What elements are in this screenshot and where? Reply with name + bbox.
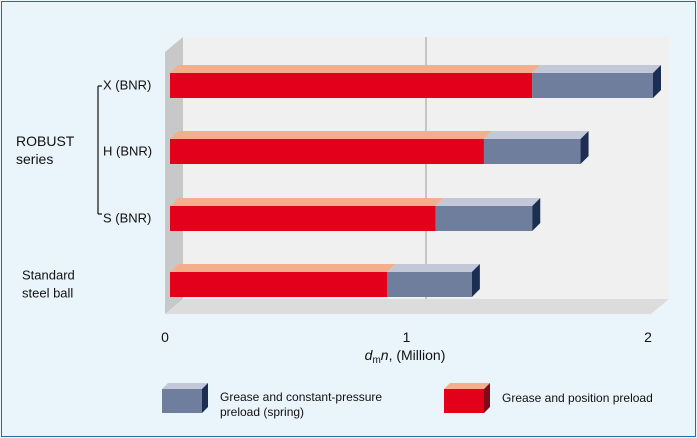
bar-top-0-1: [170, 131, 492, 139]
category-label-1: H (BNR): [103, 144, 152, 159]
legend-swatch-spring: [162, 383, 208, 413]
group-label-line2: series: [16, 151, 53, 167]
bar-0-2: [170, 206, 436, 231]
bar-top-0-0: [170, 65, 541, 73]
bar-0-0: [170, 73, 533, 98]
bar-top-1-2: [435, 198, 541, 206]
bar-top-1-1: [483, 131, 589, 139]
bar-top-0-2: [170, 198, 444, 206]
x-tick-label-0: 0: [161, 329, 169, 345]
bar-side-0: [653, 65, 661, 98]
category-labels: X (BNR) H (BNR) S (BNR) Standard steel ball: [22, 78, 152, 301]
category-label-2: S (BNR): [103, 211, 151, 226]
bar-1-3: [387, 272, 472, 297]
x-tick-labels: 0 1 2: [161, 329, 652, 345]
bar-1-1: [483, 139, 581, 164]
legend: Grease and constant-pressure preload (sp…: [162, 383, 653, 419]
bars-layer: [170, 65, 661, 297]
category-label-0: X (BNR): [103, 78, 151, 93]
bar-top-0-3: [170, 264, 396, 272]
bar-side-3: [471, 264, 480, 297]
legend-label-position: Grease and position preload: [502, 391, 653, 405]
bar-0-1: [170, 139, 484, 164]
bar-side-1: [580, 131, 589, 164]
x-tick-label-1: 1: [403, 329, 411, 345]
bar-side-2: [532, 198, 541, 231]
bar-top-1-0: [532, 65, 661, 73]
plot-floor: [165, 299, 669, 314]
bar-0-3: [170, 272, 388, 297]
bar-1-0: [532, 73, 653, 98]
group-label-line1: ROBUST: [16, 133, 75, 149]
plot-left-wall: [165, 37, 183, 314]
x-axis-title: dmn, (Million): [365, 347, 446, 366]
bar-1-2: [435, 206, 533, 231]
group-bracket: [97, 85, 102, 215]
x-tick-label-2: 2: [644, 329, 652, 345]
legend-label-spring-line1: Grease and constant-pressure: [220, 390, 382, 404]
legend-swatch-position: [444, 383, 490, 413]
bar-top-1-3: [387, 264, 480, 272]
legend-label-spring-line2: preload (spring): [220, 405, 304, 419]
category-label-3: Standard steel ball: [22, 268, 75, 301]
